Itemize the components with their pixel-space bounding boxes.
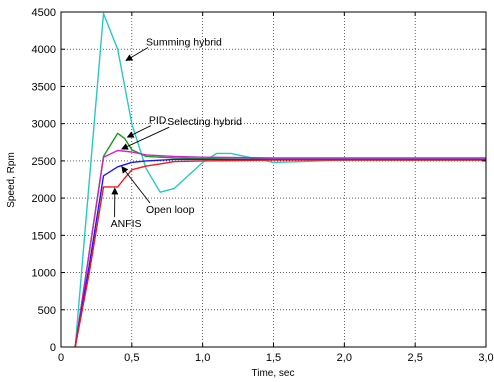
x-tick-label: 3,0 [478,352,493,364]
y-tick-label: 2500 [32,156,56,168]
y-tick-label: 1500 [32,230,56,242]
x-tick-label: 1,5 [266,352,281,364]
x-tick-label: 1,0 [195,352,210,364]
annotation-summing-hybrid-label: Summing hybrid [146,37,222,49]
annotation-pid-label: PID [149,115,167,127]
annotation-open-loop-label: Open loop [146,204,195,216]
tick-marks [60,11,487,348]
series-line-2 [74,149,486,348]
y-tick-label: 500 [38,305,56,317]
y-tick-label: 1000 [32,268,56,280]
y-tick-label: 3000 [32,119,56,131]
x-tick-labels: 0 0,5 1,0 1,5 2,0 2,5 3,0 [58,352,494,364]
series-lines [74,12,486,348]
y-tick-label: 4500 [32,7,56,19]
annotations: Summing hybrid PID Selecting hybrid Open lo… [111,37,243,231]
annotation-pid-arrow [126,125,152,138]
y-tick-labels: 0 500 1000 1500 2000 2500 3000 3500 4000 4500 [32,7,56,354]
series-line-3 [74,158,486,348]
x-tick-label: 2,0 [337,352,352,364]
x-tick-label: 0 [58,352,64,364]
y-tick-label: 2000 [32,193,56,205]
annotation-open-loop-arrow [121,166,151,204]
y-tick-label: 4000 [32,44,56,56]
x-axis-label: Time, sec [252,368,295,379]
y-tick-label: 0 [50,342,56,354]
y-axis-label: Speed, Rpm [6,152,17,208]
x-tick-label: 2,5 [408,352,423,364]
y-tick-label: 3500 [32,81,56,93]
plot-area [61,12,486,347]
series-line-4 [74,159,486,348]
grid-lines [61,12,486,347]
annotation-selecting-hybrid-arrow [121,126,170,150]
x-tick-label: 0,5 [124,352,139,364]
annotation-summing-hybrid-arrow [125,47,149,61]
annotation-anfis-label: ANFIS [111,218,142,230]
annotation-selecting-hybrid-label: Selecting hybrid [167,116,242,128]
